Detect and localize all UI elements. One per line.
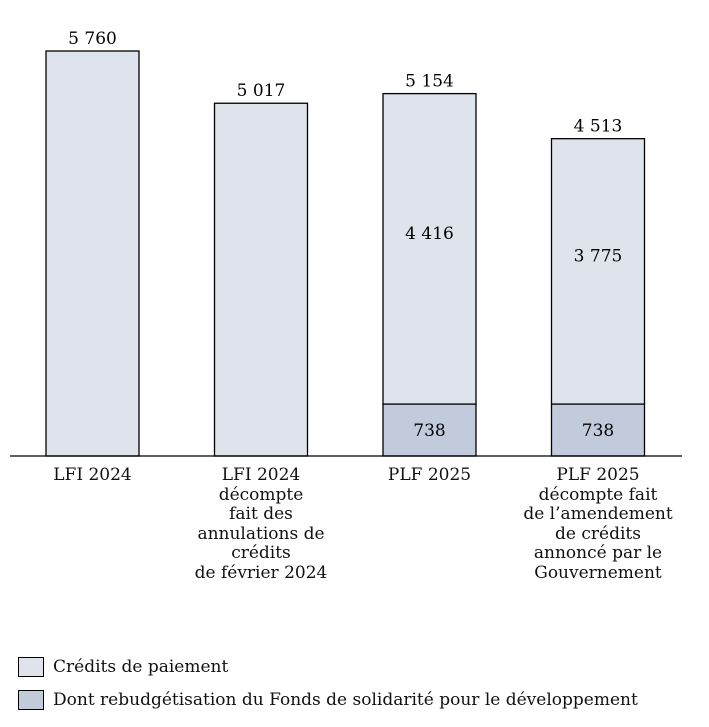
category-label-2: PLF 2025 <box>387 465 472 485</box>
bar-fsd-3 <box>550 403 646 457</box>
category-label-1: LFI 2024 décompte fait des annulations d… <box>194 465 328 583</box>
legend-item-fsd: Dont rebudgétisation du Fonds de solidar… <box>18 690 638 710</box>
bar-credits-2 <box>382 92 477 405</box>
legend-item-credits: Crédits de paiement <box>18 657 228 677</box>
data-label-credits-3: 3 775 <box>574 246 623 266</box>
legend-label-fsd: Dont rebudgétisation du Fonds de solidar… <box>53 690 638 710</box>
legend-label-credits: Crédits de paiement <box>53 657 229 677</box>
total-label-3: 4 513 <box>574 117 623 137</box>
data-label-fsd-3: 738 <box>582 421 614 441</box>
bar-fsd-2 <box>382 403 477 457</box>
bar-credits-3 <box>550 138 646 405</box>
legend-swatch-credits <box>18 657 44 677</box>
total-label-1: 5 017 <box>237 81 286 101</box>
total-label-2: 5 154 <box>405 72 454 92</box>
total-label-0: 5 760 <box>68 29 117 49</box>
category-label-0: LFI 2024 <box>53 465 132 485</box>
legend-swatch-fsd <box>18 690 44 710</box>
data-label-fsd-2: 738 <box>413 421 445 441</box>
bar-chart: 5 760 5 017 738 4 416 5 154 738 3 775 4 513 <box>10 29 682 457</box>
category-label-3: PLF 2025 décompte fait de l’amendement d… <box>523 465 673 583</box>
data-label-credits-2: 4 416 <box>405 224 454 244</box>
bar-credits-1 <box>213 102 309 457</box>
bar-credits-0 <box>45 50 140 457</box>
